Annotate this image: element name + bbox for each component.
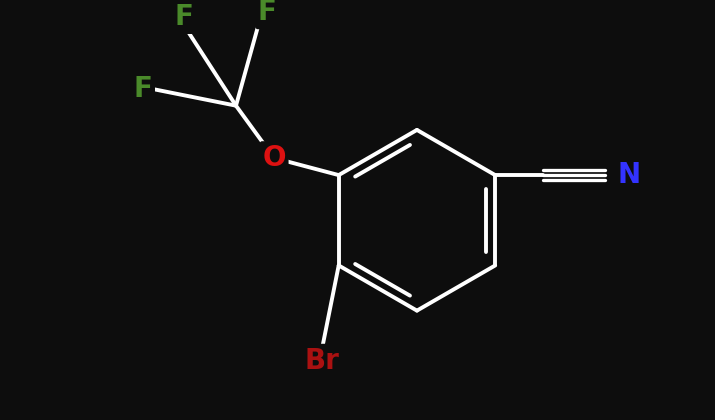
Text: F: F	[133, 74, 152, 102]
Text: O: O	[262, 144, 286, 172]
Text: F: F	[258, 0, 277, 26]
Text: N: N	[618, 161, 641, 189]
Text: Br: Br	[304, 346, 339, 375]
Text: F: F	[174, 3, 193, 31]
